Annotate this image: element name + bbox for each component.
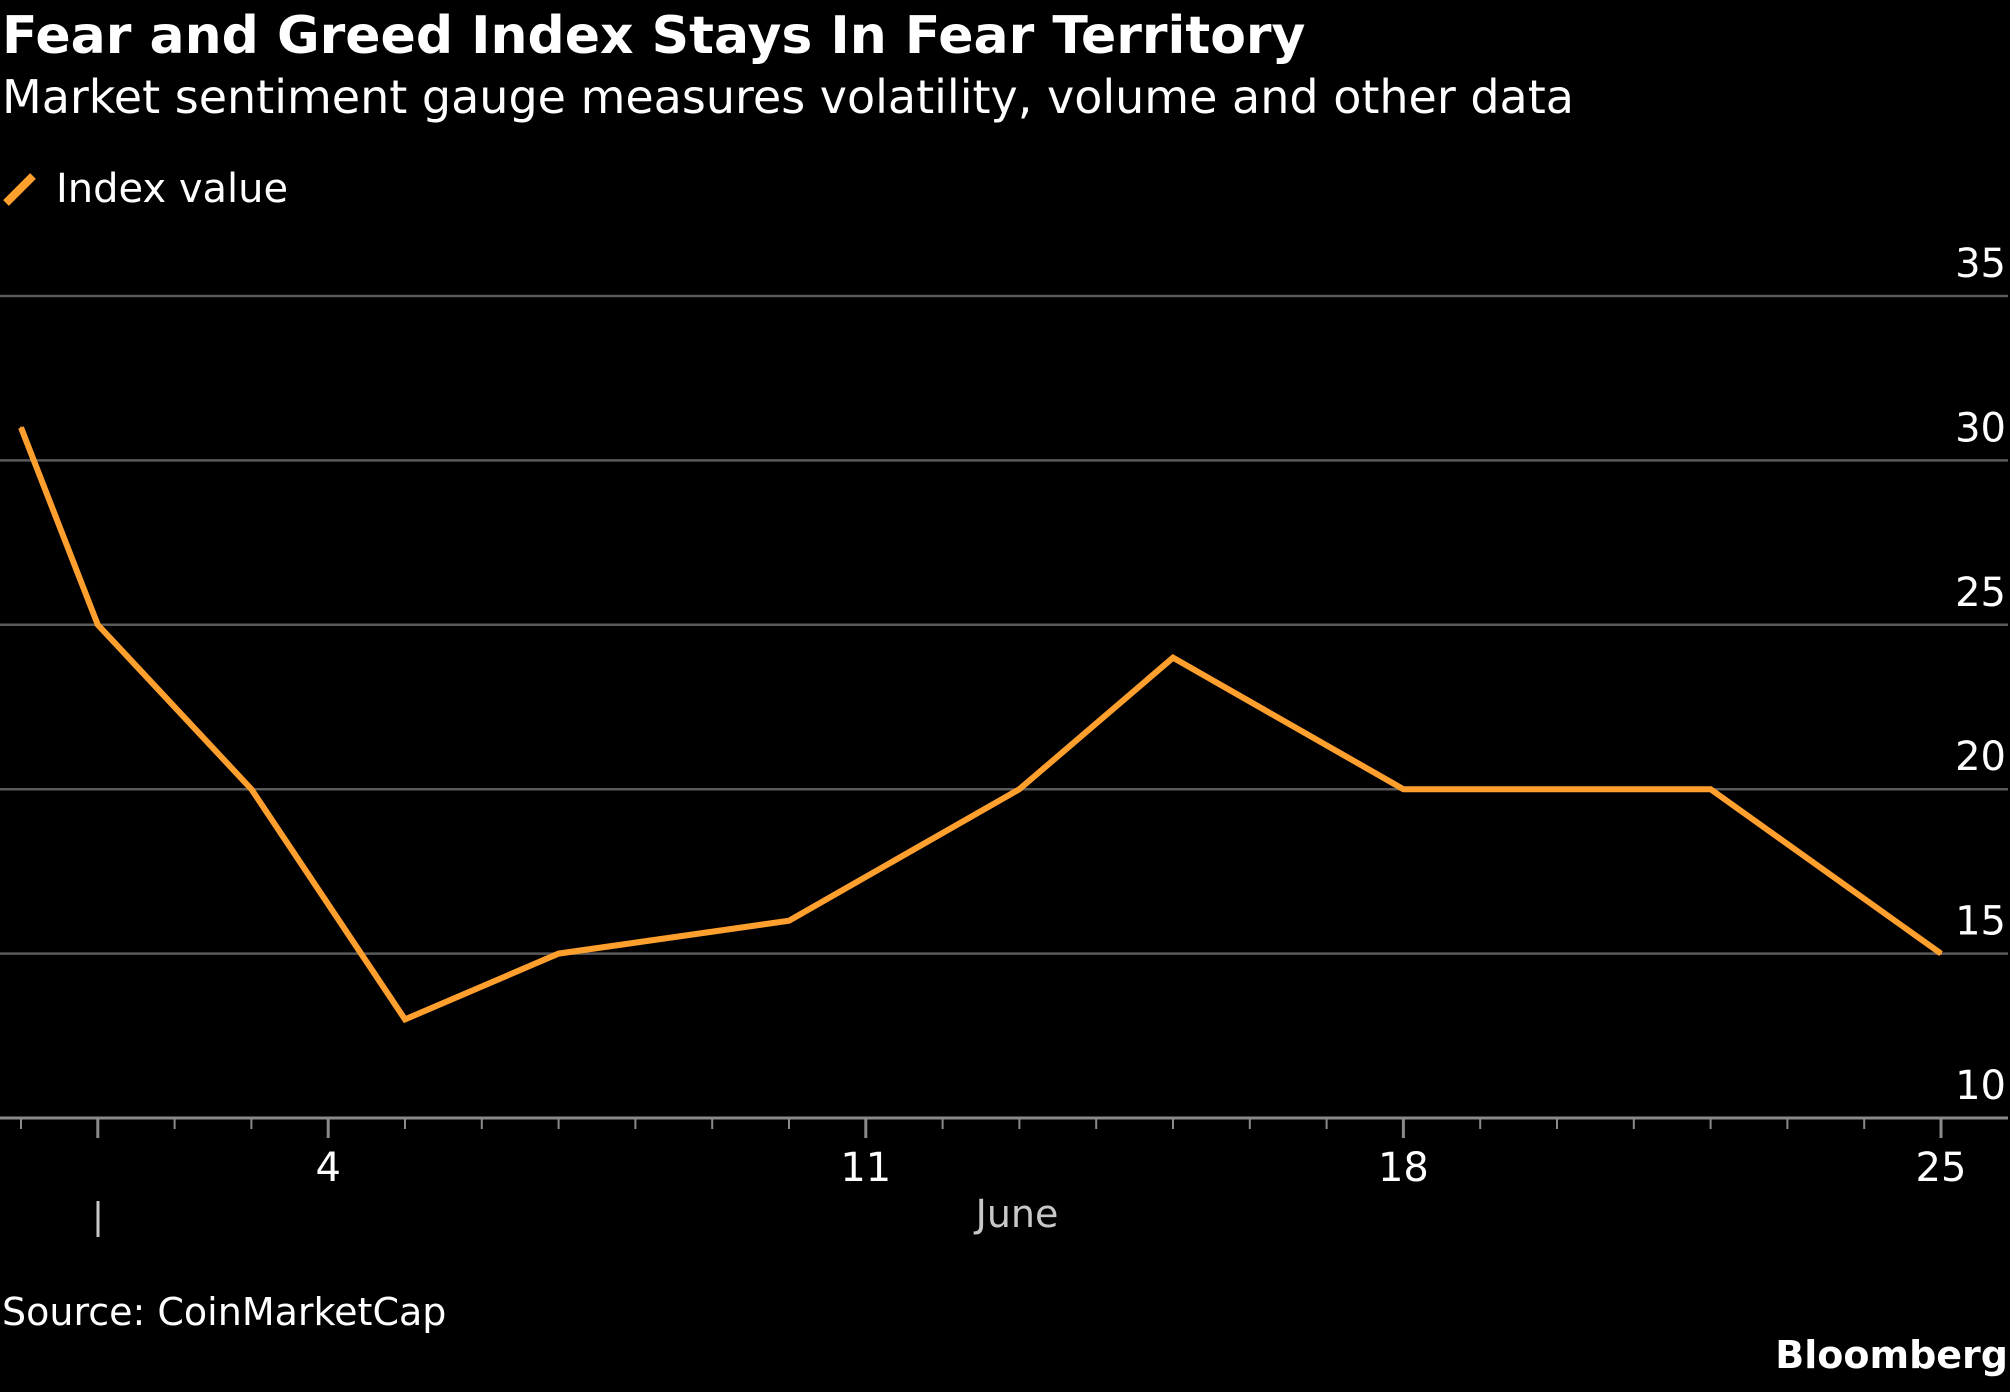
x-tick-label-18: 18 xyxy=(1378,1145,1429,1191)
y-tick-label-35: 35 xyxy=(1955,241,2006,287)
x-axis-month-label: June xyxy=(974,1192,1059,1236)
bloomberg-logo: Bloomberg xyxy=(1775,1333,2008,1377)
y-tick-label-10: 10 xyxy=(1955,1063,2006,1109)
data-point xyxy=(557,952,560,955)
x-tick-label-4: 4 xyxy=(315,1145,340,1191)
data-point xyxy=(404,1018,406,1021)
y-tick-label-15: 15 xyxy=(1955,899,2006,945)
legend: Index value xyxy=(3,166,288,212)
data-point xyxy=(20,426,22,429)
x-tick-label-11: 11 xyxy=(840,1145,891,1191)
data-point xyxy=(1402,788,1405,791)
x-axis: 4 11 18 25 xyxy=(0,1116,2008,1191)
source-note: Source: CoinMarketCap xyxy=(2,1290,446,1334)
data-point xyxy=(1172,656,1174,659)
data-point xyxy=(1709,788,1712,791)
data-point xyxy=(1940,952,1942,955)
data-point xyxy=(1018,788,1021,791)
legend-swatch-index-value xyxy=(3,173,36,206)
chart-subtitle: Market sentiment gauge measures volatili… xyxy=(2,70,1574,124)
data-point xyxy=(788,919,790,922)
data-point xyxy=(96,623,99,626)
chart-title: Fear and Greed Index Stays In Fear Terri… xyxy=(2,6,1306,66)
y-tick-label-25: 25 xyxy=(1955,570,2006,616)
gridlines xyxy=(0,294,2008,955)
series-index-value xyxy=(18,426,1943,1024)
data-point xyxy=(250,788,253,791)
y-axis-labels: 10 15 20 25 30 35 xyxy=(1955,241,2006,1109)
x-tick-label-25: 25 xyxy=(1916,1145,1967,1191)
legend-label-index-value: Index value xyxy=(56,166,288,212)
y-tick-label-30: 30 xyxy=(1955,405,2006,451)
series-line-0 xyxy=(18,426,1943,1024)
y-tick-label-20: 20 xyxy=(1955,734,2006,780)
